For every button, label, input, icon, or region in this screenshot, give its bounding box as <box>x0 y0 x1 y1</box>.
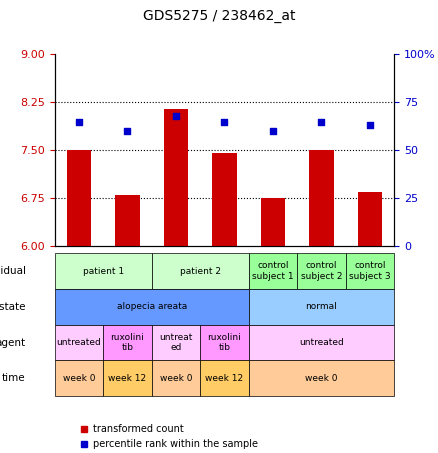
FancyBboxPatch shape <box>103 361 152 396</box>
Text: week 12: week 12 <box>205 374 244 383</box>
FancyBboxPatch shape <box>55 289 249 325</box>
FancyBboxPatch shape <box>249 361 394 396</box>
Text: week 0: week 0 <box>305 374 338 383</box>
Text: patient 2: patient 2 <box>180 267 221 276</box>
FancyBboxPatch shape <box>297 253 346 289</box>
Text: agent: agent <box>0 337 26 347</box>
FancyBboxPatch shape <box>55 325 103 361</box>
FancyBboxPatch shape <box>249 325 394 361</box>
Bar <box>309 150 334 246</box>
Point <box>75 118 82 125</box>
Text: individual: individual <box>0 266 26 276</box>
Point <box>318 118 325 125</box>
Bar <box>115 195 140 246</box>
Bar <box>164 109 188 246</box>
Text: week 0: week 0 <box>63 374 95 383</box>
FancyBboxPatch shape <box>152 325 200 361</box>
Text: alopecia areata: alopecia areata <box>117 302 187 311</box>
Bar <box>358 192 382 246</box>
Bar <box>212 154 237 246</box>
Bar <box>67 150 91 246</box>
Text: patient 1: patient 1 <box>83 267 124 276</box>
Text: untreated: untreated <box>57 338 101 347</box>
Text: week 12: week 12 <box>109 374 147 383</box>
FancyBboxPatch shape <box>55 361 103 396</box>
Text: untreat
ed: untreat ed <box>159 333 193 352</box>
FancyBboxPatch shape <box>200 361 249 396</box>
Point <box>173 112 180 120</box>
FancyBboxPatch shape <box>55 253 152 289</box>
Text: control
subject 2: control subject 2 <box>301 261 342 281</box>
FancyBboxPatch shape <box>249 253 297 289</box>
FancyBboxPatch shape <box>152 253 249 289</box>
Text: control
subject 3: control subject 3 <box>349 261 391 281</box>
Text: time: time <box>2 373 26 383</box>
Text: GDS5275 / 238462_at: GDS5275 / 238462_at <box>143 9 295 23</box>
FancyBboxPatch shape <box>152 361 200 396</box>
FancyBboxPatch shape <box>200 325 249 361</box>
Bar <box>261 198 285 246</box>
FancyBboxPatch shape <box>249 289 394 325</box>
Legend: transformed count, percentile rank within the sample: transformed count, percentile rank withi… <box>77 420 262 453</box>
Text: disease state: disease state <box>0 302 26 312</box>
Point <box>269 127 276 135</box>
Point <box>124 127 131 135</box>
Text: untreated: untreated <box>299 338 344 347</box>
Text: normal: normal <box>306 302 337 311</box>
Text: ruxolini
tib: ruxolini tib <box>208 333 241 352</box>
FancyBboxPatch shape <box>103 325 152 361</box>
Text: week 0: week 0 <box>160 374 192 383</box>
Point <box>221 118 228 125</box>
FancyBboxPatch shape <box>346 253 394 289</box>
Text: ruxolini
tib: ruxolini tib <box>111 333 145 352</box>
Text: control
subject 1: control subject 1 <box>252 261 294 281</box>
Point <box>367 122 374 129</box>
